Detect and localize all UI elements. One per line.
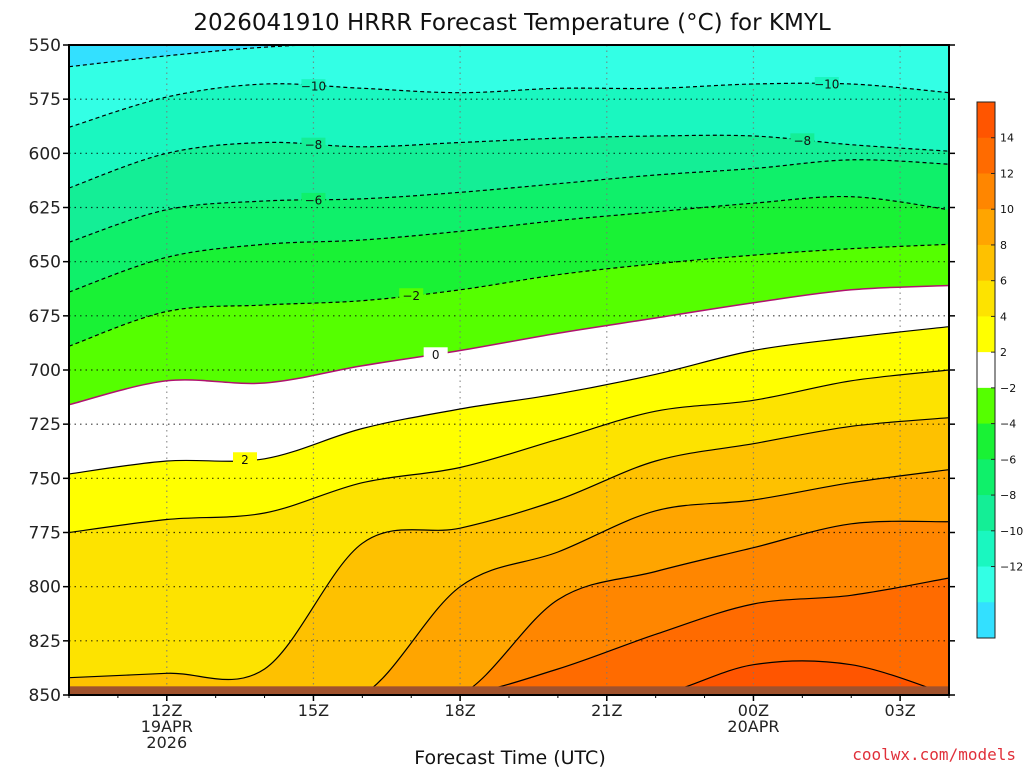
colorbar-segment xyxy=(977,316,995,353)
y-tick-label: 750 xyxy=(29,469,61,489)
contour-label: −10 xyxy=(814,78,839,92)
colorbar-label: 14 xyxy=(1000,132,1014,145)
contour-line xyxy=(69,243,949,347)
colorbar-segment xyxy=(977,352,995,389)
contour-line xyxy=(69,520,949,695)
y-tick-label: 775 xyxy=(29,524,61,544)
colorbar-segment xyxy=(977,423,995,460)
y-tick-label: 625 xyxy=(29,199,61,219)
contour-line xyxy=(69,469,949,695)
colorbar-segment xyxy=(977,495,995,532)
ground-surface xyxy=(69,686,949,695)
colorbar-segment xyxy=(977,102,995,139)
contour-label-bg xyxy=(301,137,326,152)
colorbar-segment xyxy=(977,387,995,425)
contour-label-bg xyxy=(814,77,839,91)
y-tick-label: 675 xyxy=(29,307,61,327)
x-tick-label: 20APR xyxy=(727,717,779,736)
colorbar-segment xyxy=(977,173,995,210)
contour-label-bg xyxy=(790,133,815,148)
contour-label: −10 xyxy=(301,80,326,94)
plot-area xyxy=(69,45,949,695)
colorbar-label: −4 xyxy=(1000,418,1016,431)
contour-label-bg xyxy=(301,192,326,207)
colorbar-label: 4 xyxy=(1000,310,1007,323)
band-fill xyxy=(69,578,949,695)
contour-label: −6 xyxy=(305,193,323,207)
colorbar-segment xyxy=(977,530,995,568)
contour-line xyxy=(69,417,949,681)
contour-labels: −10 −10 −8 −8 −6 −2 0 2 xyxy=(233,77,839,467)
x-tick-label: 03Z xyxy=(884,701,915,720)
credit-text: coolwx.com/models xyxy=(852,745,1016,764)
contour-line xyxy=(69,159,949,243)
x-tick-label: 15Z xyxy=(298,701,329,720)
contour-label: 0 xyxy=(432,348,440,362)
colorbar-label: 12 xyxy=(1000,167,1014,180)
contour-lines xyxy=(69,45,949,695)
contour-label-bg xyxy=(399,288,424,303)
x-axis-title: Forecast Time (UTC) xyxy=(414,747,605,768)
y-tick-label: 850 xyxy=(29,686,61,706)
contour-label-bg xyxy=(233,452,257,467)
x-tick-label: 00Z xyxy=(738,701,769,720)
y-tick-label: 600 xyxy=(29,144,61,164)
y-axis: 550 575 600 625 650 675 700 725 750 775 800 825 850 xyxy=(29,36,955,706)
contour-line xyxy=(69,195,949,293)
temperature-fills xyxy=(69,45,949,695)
y-tick-label: 700 xyxy=(29,361,61,381)
x-tick-label: 18Z xyxy=(444,701,475,720)
colorbar: 14 12 10 8 6 4 2 −2 −4 −6 −8 −10 −12 xyxy=(976,101,1023,639)
contour-label: −8 xyxy=(793,134,811,148)
contour-line xyxy=(69,326,949,475)
colorbar-segment xyxy=(977,602,995,639)
colorbar-segment xyxy=(977,209,995,246)
contour-line xyxy=(69,45,949,68)
chart-title: 2026041910 HRRR Forecast Temperature (°C… xyxy=(193,10,831,36)
contour-label: −8 xyxy=(305,138,323,152)
colorbar-label: 2 xyxy=(1000,346,1007,359)
colorbar-label: −8 xyxy=(1000,489,1016,502)
y-tick-label: 800 xyxy=(29,578,61,598)
x-tick-label: 21Z xyxy=(591,701,622,720)
y-tick-label: 725 xyxy=(29,415,61,435)
colorbar-segment xyxy=(977,280,995,317)
y-tick-label: 825 xyxy=(29,632,61,652)
y-tick-label: 550 xyxy=(29,36,61,56)
contour-label: 2 xyxy=(241,453,249,467)
x-tick-label: 19APR xyxy=(141,717,193,736)
colorbar-label: 10 xyxy=(1000,203,1014,216)
colorbar-segment xyxy=(977,566,995,603)
colorbar-label: −6 xyxy=(1000,453,1016,466)
contour-label-bg xyxy=(423,347,448,362)
contour-label-bg xyxy=(301,79,326,94)
colorbar-label: 6 xyxy=(1000,275,1007,288)
colorbar-segment xyxy=(977,459,995,496)
x-tick-label: 2026 xyxy=(146,733,187,752)
colorbar-label: −12 xyxy=(1000,561,1023,574)
colorbar-label: 8 xyxy=(1000,239,1007,252)
contour-line xyxy=(69,82,949,128)
contour-line xyxy=(69,577,949,695)
contour-label: −2 xyxy=(402,289,420,303)
y-tick-label: 650 xyxy=(29,253,61,273)
colorbar-segment xyxy=(977,137,995,174)
colorbar-frame xyxy=(976,101,996,639)
grid-lines xyxy=(69,45,949,695)
contour-line xyxy=(69,369,949,534)
colorbar-label: −10 xyxy=(1000,525,1023,538)
y-tick-label: 575 xyxy=(29,90,61,110)
contour-line xyxy=(69,660,949,695)
x-tick-label: 12Z xyxy=(151,701,182,720)
colorbar-label: −2 xyxy=(1000,382,1016,395)
contour-line xyxy=(69,284,949,406)
colorbar-segment xyxy=(977,244,995,282)
